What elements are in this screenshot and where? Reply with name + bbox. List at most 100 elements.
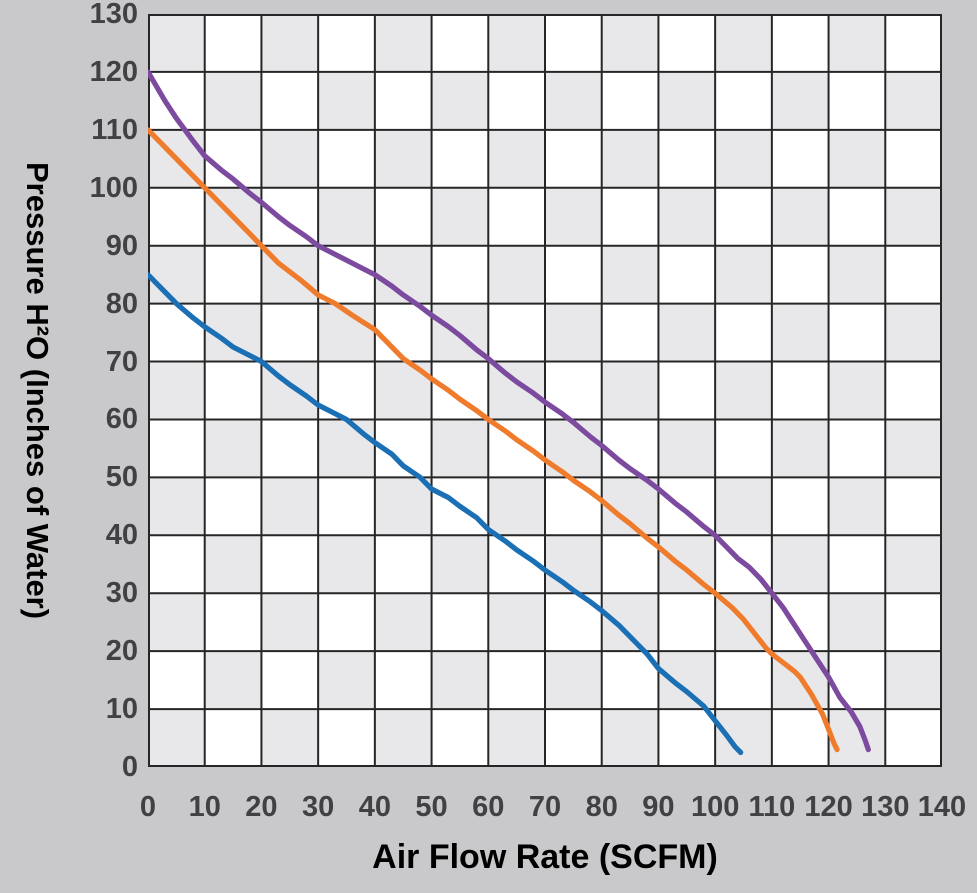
x-tick-label: 120	[804, 791, 853, 823]
grid-cell	[318, 187, 375, 246]
grid-cell	[374, 14, 432, 72]
grid-cell	[488, 419, 545, 478]
grid-cell	[885, 71, 942, 130]
grid-cell	[431, 129, 489, 188]
grid-cell	[204, 535, 262, 594]
grid-cell	[204, 71, 262, 130]
grid-cell	[261, 303, 319, 362]
grid-cell	[148, 419, 205, 478]
grid-cell	[828, 477, 886, 536]
x-tick-label: 90	[642, 791, 675, 823]
grid-cell	[545, 651, 602, 710]
grid-cell	[601, 187, 659, 246]
grid-cell	[601, 71, 659, 130]
grid-cell	[374, 303, 432, 362]
grid-cell	[885, 593, 942, 652]
grid-cell	[431, 593, 489, 652]
x-axis-title: Air Flow Rate (SCFM)	[372, 838, 718, 876]
grid-cell	[488, 477, 545, 536]
grid-cell	[261, 129, 319, 188]
grid-cell	[658, 187, 716, 246]
grid-cell	[318, 477, 375, 536]
grid-cell	[374, 71, 432, 130]
grid-cell	[204, 14, 262, 72]
x-tick-label: 70	[528, 791, 562, 823]
grid-cell	[828, 187, 886, 246]
grid-cell	[318, 651, 375, 710]
grid-cell	[601, 129, 659, 188]
grid-cell	[148, 361, 205, 420]
grid-cell	[204, 419, 262, 478]
grid-cell	[715, 477, 772, 536]
grid-cell	[828, 361, 886, 420]
grid-cell	[658, 709, 716, 767]
grid-cell	[885, 651, 942, 710]
x-tick-label: 10	[188, 791, 221, 823]
grid-cell	[374, 651, 432, 710]
y-tick-label: 0	[121, 751, 138, 783]
grid-cell	[771, 361, 829, 420]
grid-cell	[374, 477, 432, 536]
x-tick-label: 140	[917, 791, 967, 823]
x-tick-label: 0	[139, 791, 157, 823]
grid-cell	[601, 14, 659, 72]
grid-cell	[601, 709, 659, 767]
grid-cell	[374, 187, 432, 246]
grid-cell	[261, 593, 319, 652]
grid-cell	[885, 535, 942, 594]
grid-cell	[885, 303, 942, 362]
grid-cell	[771, 245, 829, 304]
grid-cell	[771, 419, 829, 478]
grid-cell	[318, 535, 375, 594]
grid-cell	[488, 651, 545, 710]
grid-cell	[715, 419, 772, 478]
grid-cell	[374, 593, 432, 652]
grid-cell	[715, 709, 772, 767]
grid-cell	[715, 651, 772, 710]
grid-cell	[715, 361, 772, 420]
blue-curve	[148, 272, 744, 756]
grid-cell	[771, 709, 829, 767]
y-tick-label: 110	[91, 113, 138, 146]
grid-cell	[545, 303, 602, 362]
grid-cell	[318, 129, 375, 188]
grid-cell	[715, 14, 772, 72]
x-axis-tick-labels: 0 10 20 30 40 50 60 70 80 90 100 110 120 130 140	[140, 790, 966, 830]
grid-cell	[771, 303, 829, 362]
grid-cell	[658, 129, 716, 188]
grid-cell	[431, 535, 489, 594]
grid-cell	[771, 187, 829, 246]
x-tick-label: 100	[690, 791, 740, 823]
grid-cell	[148, 651, 205, 710]
grid-cell	[545, 477, 602, 536]
grid-cell	[318, 419, 375, 478]
grid-cell	[545, 245, 602, 304]
grid-cell	[545, 14, 602, 72]
grid-cell	[885, 129, 942, 188]
x-tick-label: 80	[585, 791, 618, 823]
y-tick-label: 130	[89, 0, 138, 30]
grid-cell	[545, 71, 602, 130]
grid-cell	[658, 245, 716, 304]
grid-cell	[828, 303, 886, 362]
grid-cell	[715, 71, 772, 130]
grid-cell	[204, 245, 262, 304]
grid-cell	[828, 535, 886, 594]
grid-cell	[715, 129, 772, 188]
grid-cell	[204, 361, 262, 420]
grid-cell	[771, 71, 829, 130]
grid-cell	[885, 245, 942, 304]
grid-cell	[318, 71, 375, 130]
grid-cell	[431, 187, 489, 246]
grid-cell	[488, 593, 545, 652]
grid-cell	[545, 187, 602, 246]
purple-curve	[148, 69, 871, 753]
grid-cell	[488, 71, 545, 130]
grid-cell	[488, 361, 545, 420]
grid-cell	[374, 709, 432, 767]
y-tick-label: 80	[105, 287, 138, 320]
grid-cell	[488, 709, 545, 767]
grid-cell	[261, 709, 319, 767]
grid-cell	[885, 14, 942, 72]
x-tick-label: 60	[472, 791, 505, 823]
